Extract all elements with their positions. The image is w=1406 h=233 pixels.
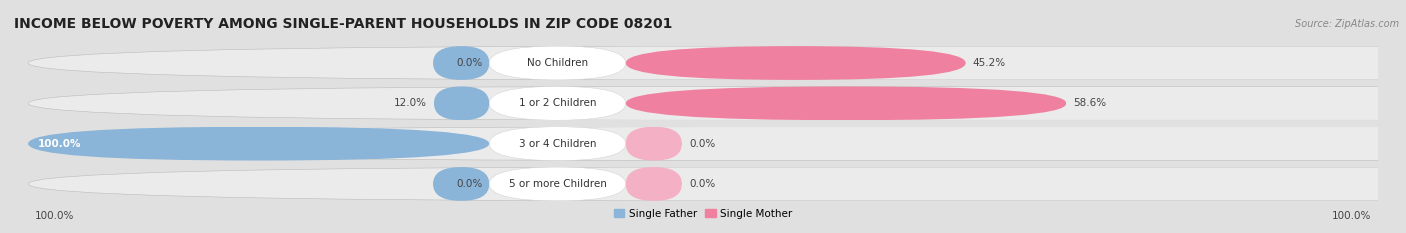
FancyBboxPatch shape — [489, 86, 626, 120]
Text: No Children: No Children — [527, 58, 588, 68]
Text: Source: ZipAtlas.com: Source: ZipAtlas.com — [1295, 19, 1399, 29]
Text: 3 or 4 Children: 3 or 4 Children — [519, 139, 596, 149]
FancyBboxPatch shape — [28, 127, 1406, 161]
Text: 0.0%: 0.0% — [689, 139, 716, 149]
FancyBboxPatch shape — [489, 167, 626, 201]
FancyBboxPatch shape — [434, 86, 489, 120]
FancyBboxPatch shape — [626, 46, 966, 80]
FancyBboxPatch shape — [28, 127, 489, 161]
Text: 100.0%: 100.0% — [35, 211, 75, 221]
FancyBboxPatch shape — [28, 86, 1406, 120]
FancyBboxPatch shape — [489, 127, 626, 161]
FancyBboxPatch shape — [433, 167, 489, 201]
FancyBboxPatch shape — [489, 46, 626, 80]
Text: 1 or 2 Children: 1 or 2 Children — [519, 98, 596, 108]
FancyBboxPatch shape — [433, 46, 489, 80]
FancyBboxPatch shape — [28, 46, 1406, 80]
Text: 0.0%: 0.0% — [456, 58, 482, 68]
Legend: Single Father, Single Mother: Single Father, Single Mother — [610, 205, 796, 223]
Text: 0.0%: 0.0% — [456, 179, 482, 189]
Text: 5 or more Children: 5 or more Children — [509, 179, 606, 189]
Text: INCOME BELOW POVERTY AMONG SINGLE-PARENT HOUSEHOLDS IN ZIP CODE 08201: INCOME BELOW POVERTY AMONG SINGLE-PARENT… — [14, 17, 672, 31]
Text: 45.2%: 45.2% — [973, 58, 1005, 68]
Text: 12.0%: 12.0% — [394, 98, 427, 108]
Text: 0.0%: 0.0% — [689, 179, 716, 189]
FancyBboxPatch shape — [28, 167, 1406, 201]
FancyBboxPatch shape — [626, 127, 682, 161]
FancyBboxPatch shape — [626, 86, 1067, 120]
Text: 100.0%: 100.0% — [1331, 211, 1371, 221]
Text: 58.6%: 58.6% — [1074, 98, 1107, 108]
FancyBboxPatch shape — [626, 167, 682, 201]
Text: 100.0%: 100.0% — [38, 139, 80, 149]
